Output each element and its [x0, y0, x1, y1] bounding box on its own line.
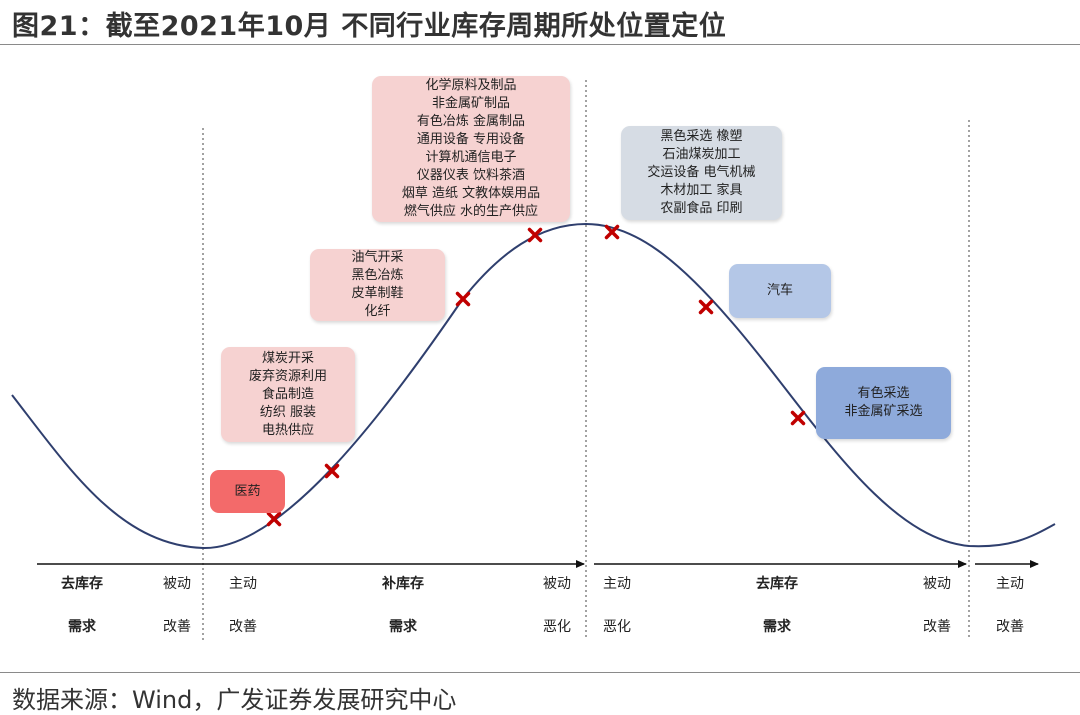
- axis-label-demand-2: 需求: [389, 619, 417, 635]
- industry-line: 仪器仪表 饮料茶酒: [416, 168, 526, 183]
- industry-markers: [266, 224, 806, 527]
- industry-line: 燃气供应 水的生产供应: [403, 204, 539, 219]
- axis-label-active-1: 主动: [229, 576, 257, 592]
- industry-line: 交运设备 电气机械: [647, 165, 756, 180]
- industry-line: 黑色冶炼: [351, 268, 404, 283]
- industry-box-heise: 黑色采选 橡塑 石油煤炭加工 交运设备 电气机械 木材加工 家具 农副食品 印刷: [621, 126, 782, 220]
- industry-line: 有色采选: [857, 386, 910, 401]
- axis-label-active-2: 主动: [603, 576, 631, 592]
- industry-line: 食品制造: [261, 386, 314, 402]
- position-marker-3: [455, 291, 471, 307]
- industry-line: 非金属矿采选: [844, 404, 923, 419]
- axis-label-improve-1: 改善: [163, 619, 191, 635]
- axis-label-improve-4: 改善: [996, 619, 1024, 635]
- industry-line: 化纤: [364, 304, 391, 319]
- axis-label-demand-3: 需求: [763, 619, 791, 635]
- axis-label-active-3: 主动: [996, 576, 1024, 592]
- axis-label-improve-3: 改善: [923, 619, 951, 635]
- axis-label-worsen-1: 恶化: [543, 619, 571, 635]
- top-rule: [0, 44, 1080, 45]
- inventory-cycle-curve: [11, 222, 1056, 550]
- position-marker-6: [698, 299, 714, 315]
- position-marker-4: [527, 227, 543, 243]
- axis-label-passive-1: 被动: [163, 576, 191, 592]
- industry-box-qiche: 汽车: [729, 264, 831, 318]
- industry-line: 非金属矿制品: [431, 96, 510, 111]
- axis-label-passive-3: 被动: [923, 576, 951, 592]
- industry-line: 皮革制鞋: [351, 286, 404, 301]
- axis-label-destock-2: 去库存: [756, 576, 798, 592]
- axis-label-worsen-2: 恶化: [603, 619, 631, 635]
- industry-line: 通用设备 专用设备: [416, 132, 526, 147]
- industry-line: 电热供应: [261, 422, 314, 438]
- source-note: 数据来源：Wind，广发证券发展研究中心: [12, 686, 457, 714]
- figure-title: 图21：截至2021年10月 不同行业库存周期所处位置定位: [12, 11, 727, 42]
- industry-line: 黑色采选 橡塑: [660, 129, 743, 144]
- industry-box-youqi: 油气开采黑色冶炼皮革制鞋化纤: [310, 249, 445, 321]
- axis-label-demand-1: 需求: [68, 619, 96, 635]
- industry-line: 医药: [234, 483, 261, 499]
- industry-line: 有色冶炼 金属制品: [416, 114, 526, 129]
- position-marker-5: [604, 224, 620, 240]
- industry-box-meitan: 煤炭开采废弃资源利用 食品制造纺织 服装电热供应: [221, 347, 355, 442]
- axis-label-destock-1: 去库存: [61, 576, 103, 592]
- position-marker-2: [324, 463, 340, 479]
- industry-line: 废弃资源利用: [248, 368, 327, 384]
- industry-box-youse: 有色采选非金属矿采选: [816, 367, 951, 439]
- industry-line: 油气开采: [351, 250, 404, 265]
- industry-line: 计算机通信电子: [425, 150, 517, 165]
- industry-line: 农副食品 印刷: [660, 201, 743, 216]
- industry-line: 纺织 服装: [259, 404, 317, 420]
- industry-line: 汽车: [766, 283, 793, 298]
- industry-line: 煤炭开采: [261, 350, 314, 366]
- axis-label-restock: 补库存: [382, 576, 424, 592]
- industry-line: 木材加工 家具: [660, 183, 743, 198]
- position-marker-1: [266, 511, 282, 527]
- industry-line: 烟草 造纸 文教体娱用品: [401, 186, 541, 201]
- axis-label-improve-2: 改善: [229, 619, 257, 635]
- industry-line: 石油煤炭加工: [662, 147, 741, 162]
- axis-label-passive-2: 被动: [543, 576, 571, 592]
- industry-line: 化学原料及制品: [425, 78, 517, 93]
- bottom-rule: [0, 672, 1080, 673]
- industry-box-yiyao: 医药: [210, 470, 285, 513]
- industry-box-huaxue: 化学原料及制品 非金属矿制品有色冶炼 金属制品 通用设备 专用设备 计算机通信电子 仪器…: [372, 76, 570, 222]
- position-marker-7: [790, 410, 806, 426]
